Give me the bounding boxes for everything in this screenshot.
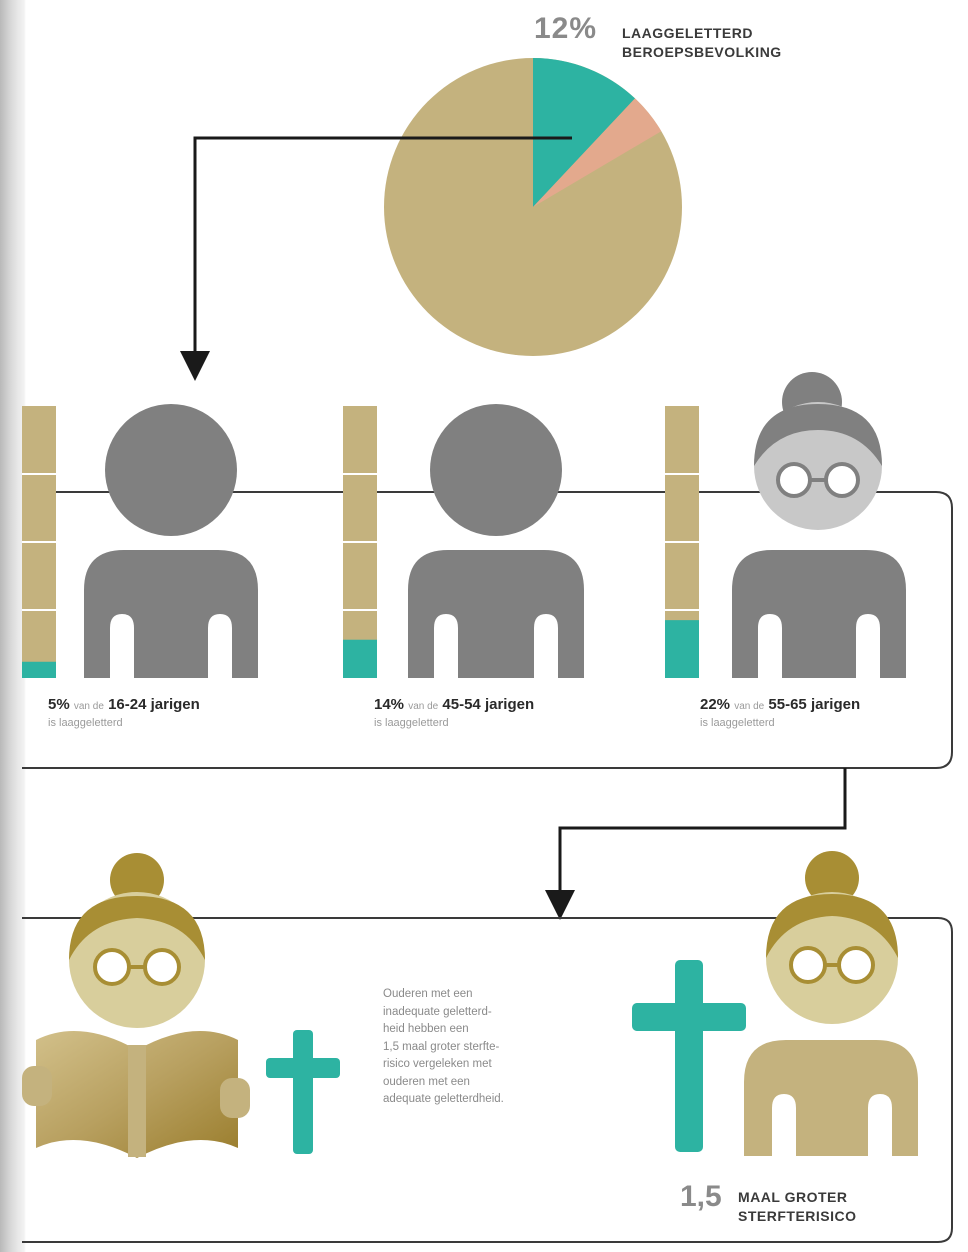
group-age: 45-54 jarigen [442, 696, 535, 713]
person-middle-icon [408, 404, 584, 678]
groups-frame [22, 491, 953, 769]
group-percent: 22% [700, 696, 731, 713]
group-mid-text: van de [734, 701, 765, 712]
pie-caption-line1: LAAGGELETTERD [622, 25, 753, 41]
paragraph-line: 1,5 maal groter sterfte- [383, 1040, 500, 1053]
elderly-woman-icon [744, 851, 918, 1156]
explanation-paragraph: Ouderen met een inadequate geletterd- he… [383, 986, 583, 1109]
group-suffix: is laaggeletterd [374, 717, 449, 729]
paragraph-line: inadequate geletterd- [383, 1005, 492, 1018]
group-percent: 14% [374, 696, 405, 713]
risk-caption-line2: STERFTERISICO [738, 1208, 857, 1224]
group-suffix: is laaggeletterd [700, 717, 775, 729]
bar-fill [343, 639, 377, 678]
group-suffix: is laaggeletterd [48, 717, 123, 729]
pie-caption: LAAGGELETTERD BEROEPSBEVOLKING [622, 24, 782, 62]
risk-number: 1,5 [680, 1180, 722, 1213]
risk-caption: MAAL GROTER STERFTERISICO [738, 1188, 857, 1226]
group-mid-text: van de [408, 701, 439, 712]
group-stat-2: 14% van de 45-54 jarigen is laaggeletter… [374, 696, 534, 729]
group-age: 55-65 jarigen [768, 696, 861, 713]
paragraph-line: risico vergeleken met [383, 1058, 492, 1070]
paragraph-line: adequate geletterdheid. [383, 1093, 504, 1105]
person-young-icon [84, 404, 258, 678]
pie-chart [384, 58, 682, 356]
elderly-woman-reading-icon [22, 853, 250, 1158]
elderly-woman-glasses-icon [732, 372, 906, 678]
share-bars [22, 406, 699, 678]
paragraph-line: Ouderen met een [383, 988, 473, 1000]
bottom-frame [22, 917, 953, 1243]
pie-highlight-slice [533, 58, 635, 207]
bar-fill [665, 620, 699, 678]
cross-icon [632, 960, 746, 1152]
group-stat-1: 5% van de 16-24 jarigen is laaggeletterd [48, 696, 200, 729]
groups-connector-line [545, 768, 847, 920]
pie-percent: 12% [534, 12, 598, 45]
bar-fill [22, 661, 56, 678]
cross-icon [266, 1030, 340, 1154]
group-stat-3: 22% van de 55-65 jarigen is laaggeletter… [700, 696, 860, 729]
group-mid-text: van de [73, 701, 104, 712]
paragraph-line: heid hebben een [383, 1023, 469, 1035]
pie-slice-edge [533, 98, 662, 207]
group-percent: 5% [48, 696, 70, 713]
paragraph-line: ouderen met een [383, 1075, 470, 1088]
group-age: 16-24 jarigen [108, 696, 200, 713]
risk-caption-line1: MAAL GROTER [738, 1189, 848, 1205]
pie-caption-line2: BEROEPSBEVOLKING [622, 44, 782, 60]
pie-connector-line [180, 136, 572, 381]
